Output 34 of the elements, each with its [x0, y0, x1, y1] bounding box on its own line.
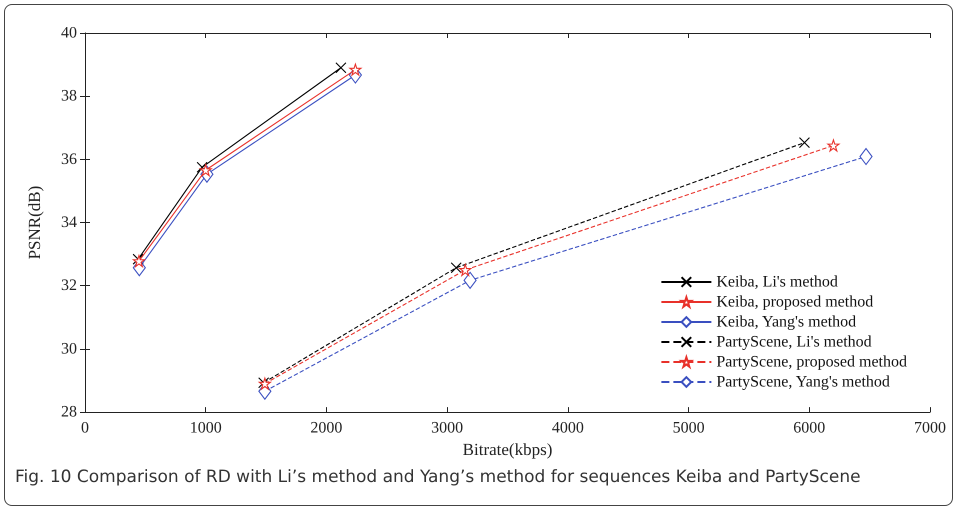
y-tick-label: 32 [61, 277, 77, 294]
caption: Fig. 10 Comparison of RD with Li’s method and Yang’s method for sequences Keiba and PartyScene [15, 467, 861, 487]
legend-label: PartyScene, Li's method [716, 334, 872, 350]
x-tick-label: 0 [81, 420, 89, 437]
x-tick-label: 2000 [310, 420, 342, 437]
y-tick-label: 34 [61, 214, 77, 232]
point [827, 139, 840, 152]
point [349, 64, 362, 76]
legend-label: Keiba, Yang's method [716, 314, 856, 330]
y-tick-label: 40 [61, 24, 77, 42]
point [859, 148, 873, 166]
point [798, 137, 810, 148]
x-tick-label: 5000 [672, 420, 705, 437]
legend-label: PartyScene, proposed method [716, 354, 907, 370]
y-tick-label: 28 [61, 404, 77, 421]
point [196, 162, 208, 173]
x-tick-label: 6000 [793, 420, 826, 437]
point [132, 255, 146, 268]
legend-label: PartyScene, Yang's method [716, 374, 890, 390]
y-tick-label: 30 [61, 340, 77, 358]
point [459, 264, 472, 276]
y-tick-label: 36 [61, 150, 77, 168]
x-axis-title: Bitrate(kbps) [462, 440, 552, 459]
legend-label: Keiba, Li's method [716, 274, 838, 290]
x-tick-label: 1000 [190, 420, 222, 437]
x-tick-label: 7000 [914, 420, 946, 437]
point [450, 262, 462, 274]
point [464, 272, 477, 289]
y-axis-title: PSNR(dB) [25, 186, 44, 260]
point [335, 62, 346, 74]
x-tick-label: 4000 [552, 420, 584, 437]
legend-label: Keiba, proposed method [716, 294, 874, 310]
x-tick-label: 3000 [431, 420, 464, 437]
y-tick-label: 38 [61, 88, 77, 105]
